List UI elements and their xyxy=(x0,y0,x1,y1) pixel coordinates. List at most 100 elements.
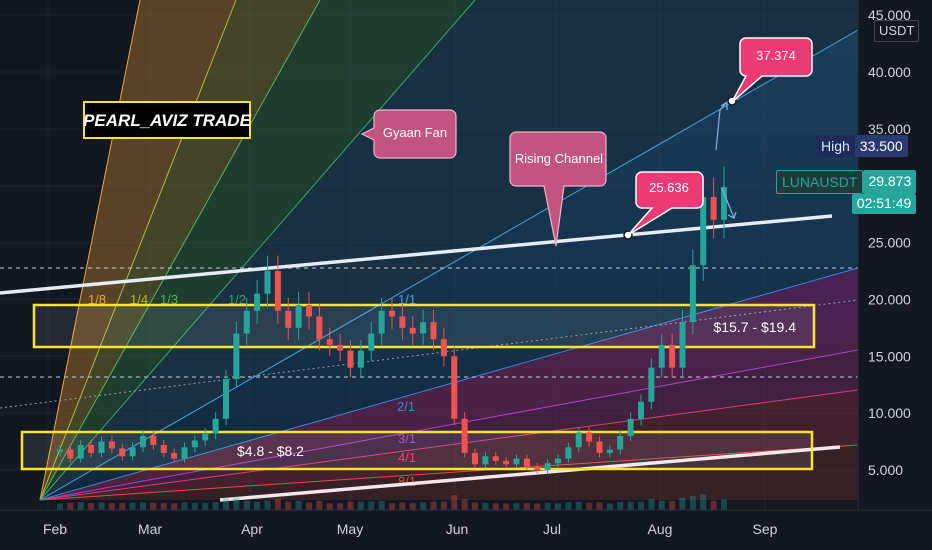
candle[interactable] xyxy=(451,346,457,425)
volume-bar xyxy=(244,501,250,510)
x-tick-label: Jun xyxy=(446,521,469,537)
volume-bar xyxy=(192,503,198,510)
volume-bar xyxy=(441,502,447,510)
symbol-label: LUNAUSDT xyxy=(776,170,863,194)
volume-bar xyxy=(690,496,696,510)
volume-bar xyxy=(109,503,115,510)
volume-bar xyxy=(389,503,395,510)
y-tick-label: 15.000 xyxy=(868,348,911,364)
volume-bar xyxy=(545,503,551,510)
high-price-tag: High 33.500 xyxy=(816,135,908,157)
volume-bar xyxy=(700,494,706,510)
volume-bar xyxy=(223,498,229,510)
last-price-value: 29.873 xyxy=(863,170,916,194)
volume-bar xyxy=(680,498,686,510)
volume-bar xyxy=(265,501,271,510)
volume-bar xyxy=(57,504,63,510)
volume-bar xyxy=(213,502,219,510)
volume-bar xyxy=(275,498,281,510)
volume-bar xyxy=(503,504,509,510)
volume-bar xyxy=(617,502,623,510)
volume-bar xyxy=(534,504,540,510)
x-tick-label: Apr xyxy=(241,521,263,537)
volume-bar xyxy=(399,502,405,510)
gyaan-fan-callout[interactable]: Gyaan Fan xyxy=(362,110,456,158)
upper-zone-label: $15.7 - $19.4 xyxy=(713,319,796,335)
volume-bar xyxy=(337,503,343,510)
y-tick-label: 10.000 xyxy=(868,405,911,421)
volume-bar xyxy=(130,503,136,510)
volume-bar xyxy=(638,502,644,510)
volume-bar xyxy=(233,498,239,510)
volume-bar xyxy=(99,502,105,510)
volume-bar xyxy=(451,495,457,510)
volume-bar xyxy=(67,503,73,510)
volume-bar xyxy=(555,503,561,510)
volume-bar xyxy=(254,502,260,510)
gyaan-fan-label: Gyaan Fan xyxy=(383,125,447,140)
last-price-tag: LUNAUSDT 29.873 02:51:49 xyxy=(776,170,916,214)
volume-bar xyxy=(368,502,374,510)
high-tag-value: 33.500 xyxy=(855,135,908,157)
x-tick-label: Sep xyxy=(753,521,778,537)
lower-zone-label: $4.8 - $8.2 xyxy=(237,443,304,459)
high-tag-label: High xyxy=(816,135,855,157)
volume-bar xyxy=(524,503,530,510)
volume-bar xyxy=(171,503,177,510)
candle[interactable] xyxy=(462,412,468,457)
volume-bar xyxy=(316,501,322,510)
volume-bar xyxy=(150,503,156,510)
watermark-text: PEARL_AVIZ TRADE xyxy=(83,111,251,130)
x-tick-label: May xyxy=(337,521,363,537)
volume-bar xyxy=(161,503,167,510)
volume-bar xyxy=(88,503,94,510)
volume-bar xyxy=(431,502,437,510)
x-tick-label: Mar xyxy=(138,521,162,537)
candle-countdown: 02:51:49 xyxy=(852,194,917,214)
volume-bar xyxy=(482,503,488,510)
volume-bar xyxy=(711,501,717,510)
y-tick-label: 40.000 xyxy=(868,64,911,80)
volume-bar xyxy=(140,502,146,510)
volume-bar xyxy=(669,501,675,510)
volume-bar xyxy=(420,502,426,510)
volume-bar xyxy=(306,502,312,510)
volume-bar xyxy=(285,502,291,510)
volume-bar xyxy=(607,504,613,510)
volume-bar xyxy=(597,502,603,510)
x-tick-label: Jul xyxy=(543,521,561,537)
y-tick-label: 5.000 xyxy=(868,462,903,478)
target-value: 37.374 xyxy=(756,48,796,63)
currency-unit-label[interactable]: USDT xyxy=(874,20,919,42)
volume-bar xyxy=(628,502,634,510)
volume-bar xyxy=(576,502,582,510)
volume-bar xyxy=(202,503,208,510)
channel-touch-value: 25.636 xyxy=(649,180,689,195)
y-tick-label: 20.000 xyxy=(868,291,911,307)
price-axis-labels: 5.00010.00015.00020.00025.00030.00035.00… xyxy=(868,7,911,478)
x-tick-label: Aug xyxy=(648,521,673,537)
volume-bar xyxy=(462,499,468,510)
volume-bar xyxy=(379,501,385,510)
volume-bar xyxy=(493,503,499,510)
watermark-box: PEARL_AVIZ TRADE xyxy=(83,102,251,138)
volume-bar xyxy=(327,503,333,510)
rising-channel-label: Rising Channel xyxy=(515,151,603,166)
volume-bar xyxy=(358,502,364,510)
volume-bar xyxy=(410,503,416,510)
volume-bar xyxy=(472,502,478,510)
volume-bar xyxy=(119,503,125,510)
volume-bar xyxy=(348,502,354,510)
volume-bar xyxy=(514,503,520,510)
fan-ratio-label: 2/1 xyxy=(397,399,415,414)
volume-bar xyxy=(296,501,302,510)
volume-bar xyxy=(182,502,188,510)
volume-bar xyxy=(648,499,654,510)
volume-bar xyxy=(721,499,727,510)
volume-bar xyxy=(565,502,571,510)
volume-bar xyxy=(659,501,665,510)
y-tick-label: 25.000 xyxy=(868,235,911,251)
volume-bar xyxy=(78,502,84,510)
volume-bar xyxy=(586,503,592,510)
